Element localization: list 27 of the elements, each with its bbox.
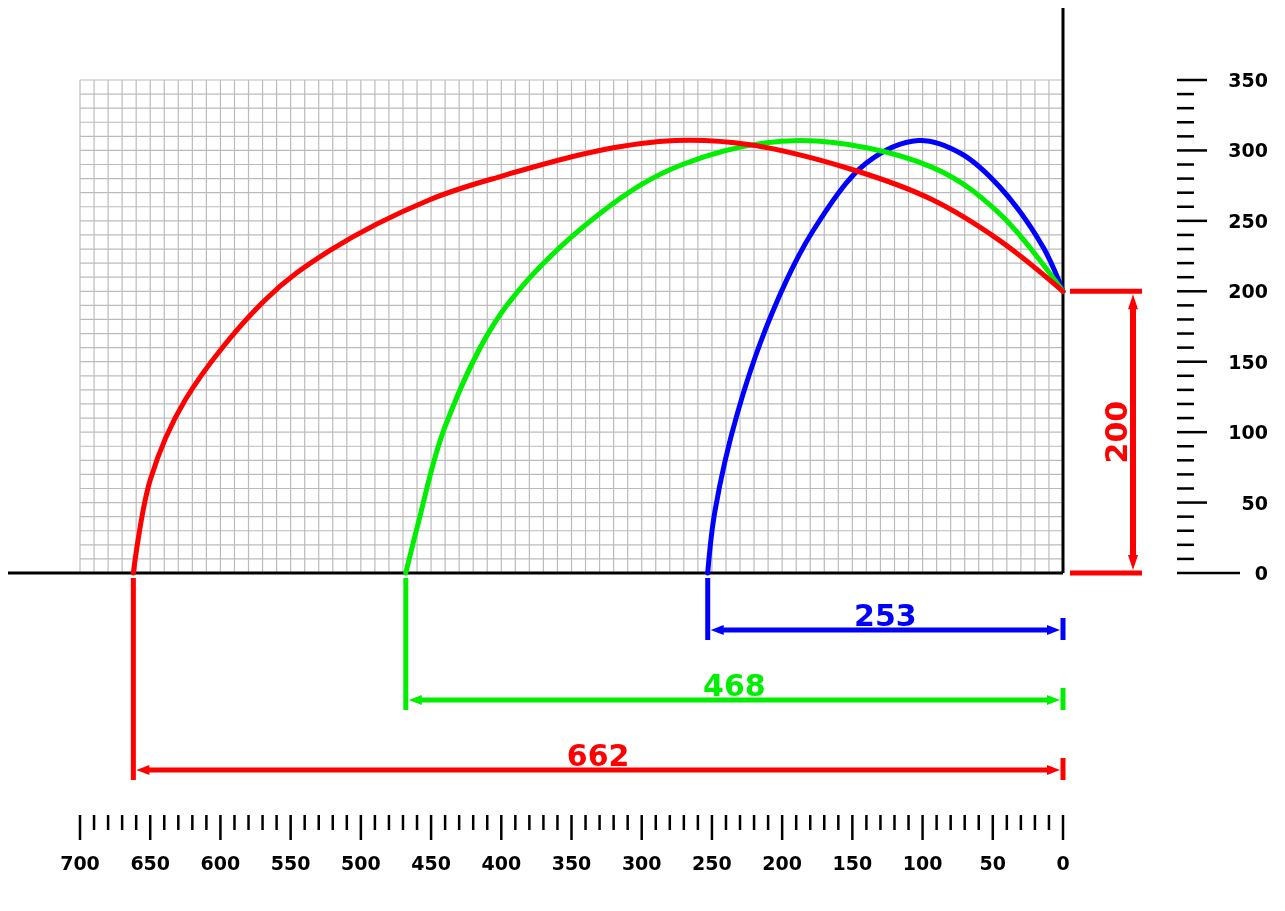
x-tick-label: 250 xyxy=(692,852,732,874)
x-tick-label: 600 xyxy=(200,852,241,874)
y2-tick-label: 0 xyxy=(1254,562,1268,584)
text: 200 xyxy=(1099,400,1134,464)
x-tick-label: 400 xyxy=(481,852,522,874)
text: 253 xyxy=(854,598,917,633)
y2-tick-label: 200 xyxy=(1228,280,1268,303)
y2-tick-label: 100 xyxy=(1228,421,1268,444)
x-tick-label: 500 xyxy=(341,852,381,874)
x-tick-label: 0 xyxy=(1056,852,1070,874)
x-tick-label: 450 xyxy=(411,852,451,874)
y2-tick-label: 50 xyxy=(1241,491,1268,514)
x-tick-label: 650 xyxy=(130,852,171,874)
y2-tick-label: 150 xyxy=(1228,350,1268,373)
x-tick-label: 100 xyxy=(902,852,943,874)
x-tick-label: 550 xyxy=(270,852,311,874)
y2-tick-label: 350 xyxy=(1228,69,1268,91)
x-tick-label: 50 xyxy=(979,852,1007,874)
x-tick-label: 350 xyxy=(551,852,592,874)
y2-tick-label: 300 xyxy=(1228,139,1268,162)
text: 468 xyxy=(703,668,766,703)
x-tick-label: 700 xyxy=(60,852,100,874)
text: 662 xyxy=(566,738,630,773)
y2-tick-label: 250 xyxy=(1228,209,1268,232)
x-tick-label: 150 xyxy=(832,852,873,874)
x-tick-label: 200 xyxy=(762,852,802,874)
x-tick-label: 300 xyxy=(621,852,662,874)
